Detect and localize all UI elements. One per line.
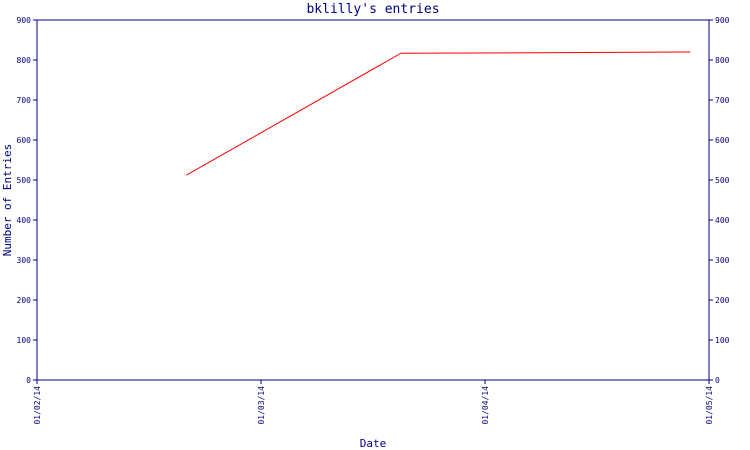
x-tick-label: 01/04/14 (481, 386, 490, 425)
y-tick-label-right: 200 (715, 296, 730, 305)
y-tick-label-left: 400 (17, 216, 32, 225)
y-tick-label-left: 900 (17, 16, 32, 25)
x-tick-label: 01/02/14 (33, 386, 42, 425)
y-tick-label-left: 300 (17, 256, 32, 265)
y-tick-label-right: 500 (715, 176, 730, 185)
y-tick-label-left: 500 (17, 176, 32, 185)
y-tick-label-left: 100 (17, 336, 32, 345)
y-tick-label-right: 100 (715, 336, 730, 345)
x-axis-label: Date (360, 437, 387, 450)
chart-title: bklilly's entries (306, 2, 439, 17)
series-line (186, 51, 691, 176)
y-tick-label-left: 700 (17, 96, 32, 105)
y-tick-label-left: 800 (17, 56, 32, 65)
y-axis-label: Number of Entries (1, 144, 14, 257)
x-axis: 01/02/14 01/03/14 01/04/14 01/05/14 (33, 380, 714, 425)
series-layer (186, 51, 691, 176)
y-tick-label-right: 300 (715, 256, 730, 265)
y-axis-right: 0 100 200 300 400 500 600 700 800 900 (709, 16, 730, 385)
y-tick-label-right: 900 (715, 16, 730, 25)
y-tick-label-right: 800 (715, 56, 730, 65)
plot-frame (36, 19, 710, 381)
y-tick-label-left: 600 (17, 136, 32, 145)
y-axis-left: 0 100 200 300 400 500 600 700 800 900 (17, 16, 37, 385)
y-tick-label-left: 200 (17, 296, 32, 305)
y-tick-label-right: 0 (715, 376, 720, 385)
y-tick-label-right: 600 (715, 136, 730, 145)
y-tick-label-left: 0 (26, 376, 31, 385)
x-tick-label: 01/05/14 (705, 386, 714, 425)
x-tick-label: 01/03/14 (257, 386, 266, 425)
y-tick-label-right: 700 (715, 96, 730, 105)
y-tick-label-right: 400 (715, 216, 730, 225)
